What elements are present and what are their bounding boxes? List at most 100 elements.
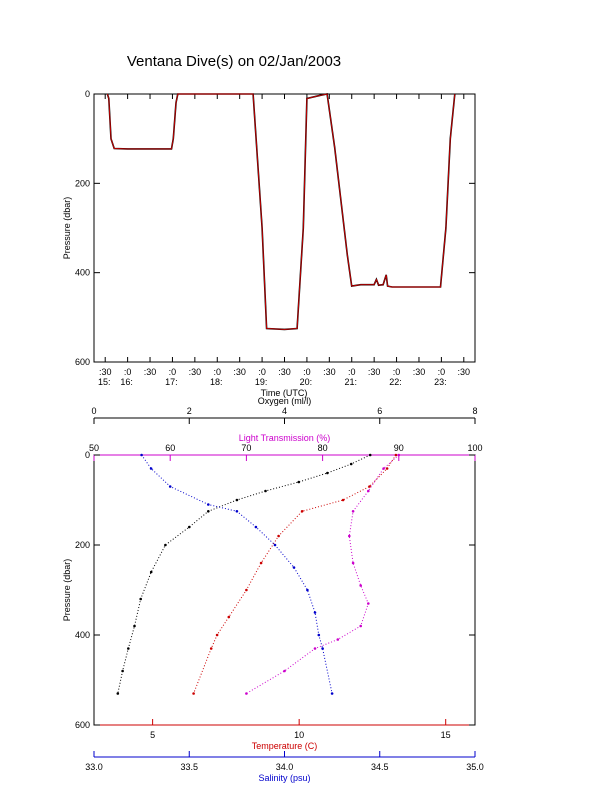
- light-transmission-profile-point: [359, 624, 363, 628]
- temperature-c-profile-point: [259, 561, 263, 565]
- oxygen-ml-l-tick-label: 0: [91, 406, 96, 416]
- temperature-c-profile-point: [394, 453, 398, 457]
- time-tick-label-minute: :0: [438, 367, 446, 377]
- time-tick-label-minute: :0: [169, 367, 177, 377]
- temperature-c-profile-point: [215, 633, 219, 637]
- salinity-psu-profile-point: [149, 467, 153, 470]
- salinity-psu-profile-point: [235, 510, 239, 513]
- profile-y-axis-label: Pressure (dbar): [62, 559, 72, 622]
- time-plot-y-tick-label: 200: [75, 178, 90, 188]
- time-tick-label-minute: :30: [323, 367, 336, 377]
- light-transmission-tick-label: 50: [89, 443, 99, 453]
- figure-title: Ventana Dive(s) on 02/Jan/2003: [127, 53, 341, 70]
- oxygen-ml-l-profile-point: [297, 480, 301, 484]
- time-tick-label-hour: 21:: [344, 377, 357, 387]
- oxygen-ml-l-profile-point: [139, 597, 142, 601]
- time-tick-label-minute: :0: [214, 367, 222, 377]
- light-transmission-tick-label: 100: [467, 443, 482, 453]
- oxygen-ml-l-tick-label: 2: [187, 406, 192, 416]
- salinity-psu-tick-label: 33.5: [180, 762, 198, 772]
- time-tick-label-minute: :0: [348, 367, 356, 377]
- time-tick-label-hour: 23:: [434, 377, 447, 387]
- salinity-psu-profile-line: [141, 454, 333, 694]
- temperature-c-axis-label: Temperature (C): [252, 741, 318, 751]
- time-tick-label-hour: 16:: [120, 377, 133, 387]
- temperature-c-tick-label: 10: [294, 730, 304, 740]
- pressure-trace: [106, 93, 456, 331]
- time-plot-y-tick-label: 0: [85, 89, 90, 99]
- salinity-psu-profile-point: [313, 611, 317, 614]
- salinity-psu-tick-label: 34.5: [371, 762, 389, 772]
- salinity-psu-profile-point: [330, 692, 334, 695]
- time-tick-label-hour: 22:: [389, 377, 402, 387]
- light-transmission-profile-point: [367, 489, 370, 493]
- temperature-c-profile-point: [245, 588, 248, 592]
- salinity-psu-profile-point: [140, 453, 143, 457]
- light-transmission-profile-point: [313, 647, 317, 650]
- light-transmission-profile-point: [348, 534, 351, 538]
- light-transmission-tick-label: 80: [318, 443, 328, 453]
- salinity-psu-profile-point: [317, 633, 321, 637]
- time-tick-label-minute: :30: [144, 367, 157, 377]
- light-transmission-tick-label: 70: [241, 443, 251, 453]
- profile-y-tick-label: 600: [75, 720, 90, 730]
- light-transmission-profile-point: [336, 638, 340, 641]
- light-transmission-profile-point: [359, 584, 363, 587]
- time-tick-label-minute: :30: [413, 367, 426, 377]
- time-series-panel: :3015::016::30:017::30:018::30:019::30:0…: [62, 89, 476, 398]
- time-tick-label-hour: 17:: [165, 377, 178, 387]
- profile-y-tick-labels: 0 200 400 600: [75, 450, 475, 730]
- oxygen-ml-l-profile-point: [188, 525, 191, 529]
- oxygen-ml-l-profile-point: [235, 498, 239, 502]
- oxygen-ml-l-profile-point: [349, 462, 353, 466]
- temperature-c-profile-line: [193, 454, 397, 694]
- profile-y-tick-label: 400: [75, 630, 90, 640]
- time-plot-frame: [93, 93, 476, 363]
- light-transmission-tick-label: 90: [394, 443, 404, 453]
- oxygen-ml-l-profile-point: [121, 669, 124, 673]
- oxygen-ml-l-axis-label: Oxygen (ml/l): [258, 396, 312, 406]
- time-axis-ticks: :3015::016::30:017::30:018::30:019::30:0…: [98, 94, 470, 387]
- light-transmission-profile-point: [397, 453, 401, 457]
- pressure-trace-shadow: [106, 93, 456, 331]
- time-tick-label-minute: :30: [99, 367, 112, 377]
- time-axis-label: Time (UTC): [261, 388, 308, 398]
- temperature-c-profile-point: [227, 615, 231, 619]
- oxygen-ml-l-tick-label: 4: [282, 406, 287, 416]
- temperature-c-profile-point: [385, 467, 389, 470]
- time-tick-label-minute: :30: [189, 367, 202, 377]
- time-plot-y-tick-label: 400: [75, 268, 90, 278]
- salinity-psu-profile-point: [207, 503, 210, 506]
- salinity-psu-profile-point: [306, 588, 309, 592]
- oxygen-ml-l-profile-point: [127, 647, 130, 650]
- profile-plot-frame: [93, 454, 476, 726]
- light-transmission-axis-label: Light Transmission (%): [239, 433, 331, 443]
- oxygen-ml-l-profile-point: [164, 543, 167, 547]
- profile-traces: [116, 453, 401, 695]
- time-plot-y-tick-labels: 0 200 400 600: [75, 89, 475, 367]
- oxygen-ml-l-profile-point: [326, 471, 329, 475]
- salinity-psu-tick-label: 34.0: [276, 762, 294, 772]
- time-tick-label-minute: :0: [258, 367, 266, 377]
- temperature-c-tick-label: 5: [150, 730, 155, 740]
- light-transmission-profile-point: [283, 669, 286, 673]
- time-tick-label-hour: 20:: [300, 377, 313, 387]
- light-transmission-tick-label: 60: [165, 443, 175, 453]
- temperature-c-profile-point: [277, 534, 280, 538]
- time-tick-label-hour: 19:: [255, 377, 268, 387]
- light-transmission-profile-point: [351, 561, 355, 565]
- light-transmission-profile-point: [351, 510, 355, 513]
- oxygen-ml-l-tick-label: 8: [472, 406, 477, 416]
- oxygen-ml-l-tick-label: 6: [377, 406, 382, 416]
- time-tick-label-minute: :30: [278, 367, 291, 377]
- light-transmission-profile-point: [367, 602, 370, 605]
- profile-y-tick-label: 200: [75, 540, 90, 550]
- salinity-psu-profile-point: [273, 543, 277, 547]
- oxygen-ml-l-profile-point: [149, 570, 153, 574]
- salinity-psu-profile-point: [168, 485, 172, 488]
- profile-y-tick-label: 0: [85, 450, 90, 460]
- time-tick-label-hour: 15:: [98, 377, 111, 387]
- temperature-c-profile-point: [192, 692, 195, 695]
